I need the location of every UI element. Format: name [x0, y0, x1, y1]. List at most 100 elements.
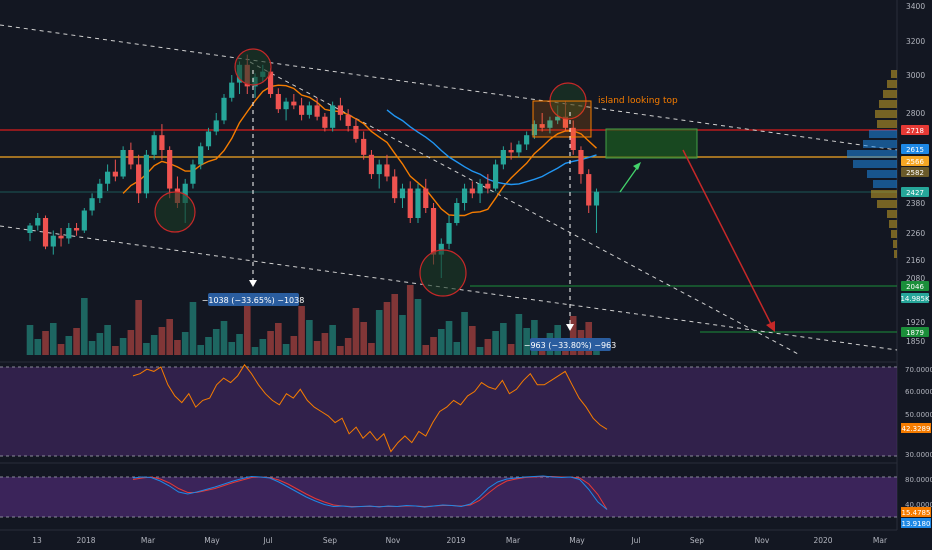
- candle-body: [322, 116, 328, 128]
- rsi-line: [132, 363, 608, 453]
- price-badge-label: 14.985K: [900, 295, 929, 303]
- candle-body: [399, 188, 406, 199]
- volume-bar: [104, 325, 111, 355]
- green-zone-box[interactable]: [605, 128, 698, 159]
- volume-bar: [65, 336, 73, 355]
- profile-bar: [873, 180, 897, 188]
- price-badge-bg: [901, 327, 929, 337]
- price-tick-label: 3200: [906, 37, 925, 46]
- profile-bar: [879, 100, 897, 108]
- profile-bar: [863, 140, 897, 148]
- candle-body: [539, 124, 545, 128]
- bottom-marker-circle[interactable]: [154, 191, 196, 233]
- trendline-upper[interactable]: [0, 24, 898, 151]
- candle-body: [97, 183, 103, 199]
- volume-bar: [57, 344, 65, 355]
- volume-bar: [344, 338, 352, 355]
- measure-label-2-bg: [530, 338, 611, 351]
- candle-body: [586, 174, 592, 206]
- volume-bar: [437, 329, 445, 355]
- candle-body: [430, 208, 437, 255]
- stoch-band: [0, 477, 897, 517]
- volume-bar: [42, 331, 49, 355]
- candle-body: [524, 135, 530, 145]
- volume-bar: [445, 321, 453, 355]
- candle-body: [198, 146, 204, 165]
- candle-body: [299, 105, 305, 115]
- candle-body: [314, 105, 320, 117]
- candle-body: [330, 105, 336, 128]
- price-tick-label: 2160: [906, 256, 925, 265]
- candle-body: [485, 183, 491, 189]
- volume-bar: [523, 328, 530, 355]
- time-tick-label: Mar: [873, 536, 888, 545]
- candle-body: [275, 94, 281, 110]
- profile-bar: [891, 70, 897, 78]
- profile-bar: [889, 220, 897, 228]
- price-tick-label: 2800: [906, 109, 925, 118]
- price-badge-label: 2046: [906, 283, 924, 291]
- top-marker-circle[interactable]: [234, 48, 272, 86]
- volume-bar: [531, 320, 538, 355]
- stoch-k-line: [132, 475, 608, 510]
- volume-bar: [228, 342, 236, 355]
- volume-bar: [329, 325, 336, 355]
- price-badge-bg: [901, 125, 929, 135]
- candle-body: [136, 164, 142, 194]
- stoch-badge-label: 13.9180: [902, 520, 931, 528]
- profile-bar: [853, 160, 897, 168]
- candle-body: [531, 124, 537, 136]
- volume-bar: [112, 346, 119, 355]
- candle-body: [151, 135, 157, 155]
- price-badge-bg: [901, 187, 929, 197]
- island-box[interactable]: [532, 100, 592, 138]
- stoch-tick-label: 80.0000: [905, 476, 932, 484]
- candle-body: [353, 125, 359, 139]
- volume-bar: [73, 328, 80, 355]
- volume-bar: [414, 299, 422, 355]
- candle-body: [392, 176, 398, 199]
- candle-body: [562, 116, 569, 128]
- time-axis[interactable]: 13 2018 Mar May Jul Sep Nov 2019 Mar May Jul Sep Nov…: [32, 536, 888, 545]
- volume-bar: [88, 341, 96, 355]
- candle-body: [384, 164, 390, 177]
- candle-body: [570, 127, 576, 150]
- rsi-tick-label: 30.0000: [905, 451, 932, 459]
- stoch-badge-label: 15.4785: [902, 509, 931, 517]
- volume-bar: [360, 322, 367, 355]
- volume-bar: [251, 347, 259, 355]
- price-tick-label: 3000: [906, 71, 925, 80]
- candle-body: [112, 171, 118, 177]
- rsi-axis[interactable]: 70.0000 60.0000 50.0000 42.3289 30.0000: [901, 366, 932, 459]
- profile-bar: [894, 250, 897, 258]
- candle-body: [58, 235, 64, 239]
- volume-bar: [275, 323, 282, 355]
- candle-body: [508, 150, 514, 153]
- trendline-lower[interactable]: [0, 225, 898, 351]
- price-badge-label: 2427: [906, 189, 924, 197]
- island-label: island looking top: [598, 96, 678, 106]
- candle-body: [493, 164, 499, 189]
- price-tick-label: 2080: [906, 274, 925, 283]
- volume-bar: [476, 347, 484, 355]
- candle-body: [159, 135, 165, 150]
- volume-bar: [337, 346, 344, 355]
- price-badge-bg: [901, 293, 929, 303]
- volume-bar: [127, 330, 135, 355]
- volume-bar: [368, 343, 375, 355]
- candle-body: [337, 105, 343, 115]
- time-tick-label: 2018: [76, 536, 95, 545]
- candle-body: [477, 183, 483, 194]
- rsi-tick-label: 60.0000: [905, 388, 932, 396]
- volume-bar: [174, 340, 181, 355]
- time-tick-label: May: [569, 536, 585, 545]
- price-badge-bg: [901, 167, 929, 177]
- bottom-marker-circle-2[interactable]: [419, 249, 467, 297]
- volume-bar: [34, 339, 42, 355]
- volume-bar: [406, 285, 414, 355]
- candle-body: [454, 203, 460, 223]
- volume-bar: [81, 298, 88, 355]
- stoch-badge-bg: [901, 507, 931, 517]
